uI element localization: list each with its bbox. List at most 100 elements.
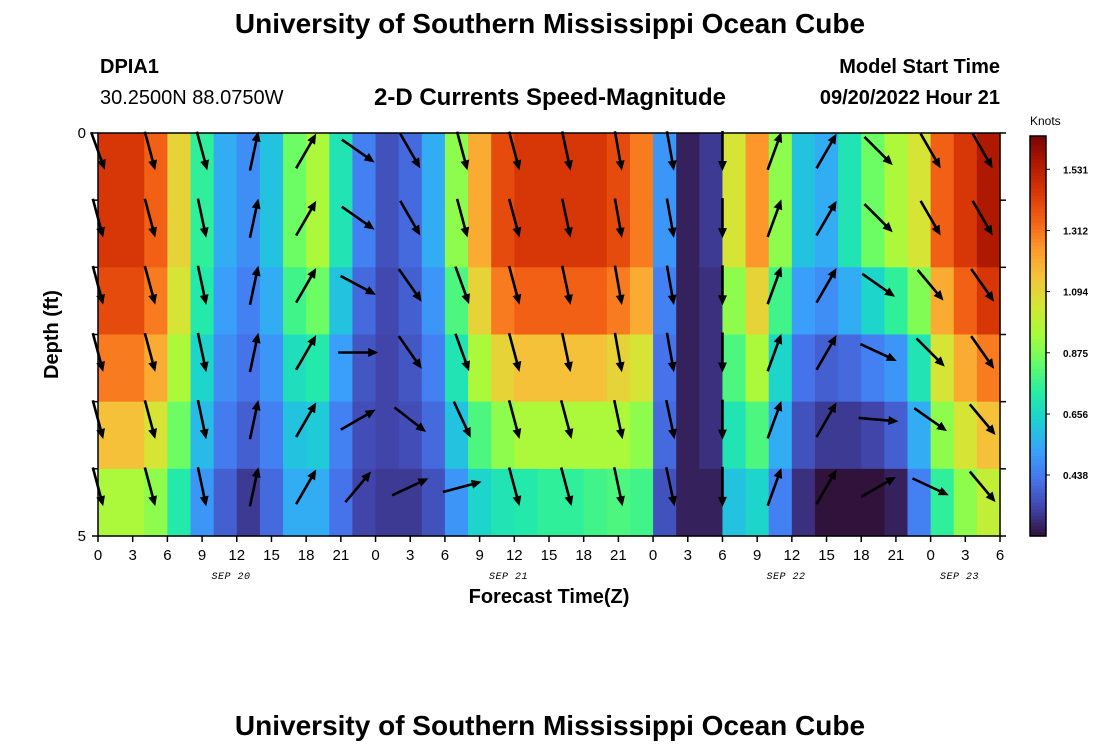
heatmap-cell bbox=[514, 133, 539, 201]
vector-shaft bbox=[664, 467, 675, 501]
current-vector-arrow bbox=[196, 399, 209, 440]
vector-head bbox=[460, 159, 470, 171]
vector-shaft bbox=[970, 268, 992, 298]
heatmap-cell bbox=[537, 267, 562, 336]
vector-head bbox=[717, 362, 727, 373]
current-vector-arrow bbox=[560, 131, 573, 171]
colorbar-segment bbox=[1030, 452, 1046, 457]
x-tick-label: 12 bbox=[506, 547, 523, 564]
date-label: SEP 21 bbox=[489, 572, 528, 583]
colorbar-segment bbox=[1030, 159, 1046, 164]
heatmap-cell bbox=[722, 267, 747, 336]
heatmap-cell bbox=[190, 468, 215, 537]
colorbar-segment bbox=[1030, 156, 1046, 160]
vector-shaft bbox=[248, 405, 259, 440]
x-tick-label: 15 bbox=[541, 547, 558, 564]
heatmap-cell bbox=[306, 133, 330, 201]
current-vector-arrow bbox=[143, 198, 157, 238]
heatmap-cell bbox=[953, 133, 978, 201]
current-vector-arrow bbox=[858, 416, 899, 426]
vector-shaft bbox=[143, 467, 155, 501]
vector-head bbox=[96, 495, 105, 507]
colorbar-segment bbox=[1030, 269, 1046, 274]
heatmap-cell bbox=[676, 133, 700, 201]
colorbar-segment bbox=[1030, 242, 1046, 247]
heatmap-cell bbox=[814, 401, 839, 470]
heatmap-cell bbox=[398, 468, 423, 537]
colorbar-segment bbox=[1030, 182, 1046, 187]
current-vector-arrow bbox=[815, 200, 837, 237]
x-tick-label: 15 bbox=[263, 547, 280, 564]
colorbar-segment bbox=[1030, 479, 1046, 484]
current-vector-arrow bbox=[196, 265, 209, 305]
heatmap-cell bbox=[884, 133, 909, 201]
colorbar-segment bbox=[1030, 486, 1046, 490]
vector-head bbox=[616, 428, 625, 440]
vector-shaft bbox=[968, 470, 993, 499]
current-vector-arrow bbox=[560, 265, 573, 305]
current-vector-arrow bbox=[399, 200, 421, 236]
heatmap-cells bbox=[98, 133, 1001, 537]
current-vector-arrow bbox=[196, 332, 209, 373]
colorbar-segment bbox=[1030, 276, 1046, 280]
current-vector-arrow bbox=[560, 332, 573, 373]
vector-shaft bbox=[507, 400, 520, 434]
vector-shaft bbox=[454, 266, 469, 299]
heatmap-cell bbox=[838, 200, 862, 268]
vector-head bbox=[667, 160, 677, 171]
heatmap-cell bbox=[167, 401, 192, 470]
vector-head bbox=[512, 428, 522, 439]
current-vector-arrow bbox=[613, 131, 625, 171]
current-vector-arrow bbox=[455, 131, 470, 171]
vector-head bbox=[985, 424, 996, 435]
vector-head bbox=[307, 335, 317, 347]
date-label: SEP 23 bbox=[940, 572, 979, 583]
colorbar-segment bbox=[1030, 212, 1046, 217]
colorbar-segment bbox=[1030, 342, 1046, 347]
heatmap-cell bbox=[537, 468, 562, 537]
heatmap-cell bbox=[861, 133, 885, 201]
current-vector-arrow bbox=[338, 348, 379, 357]
vector-head bbox=[827, 402, 837, 414]
vector-head bbox=[148, 428, 157, 439]
colorbar-segment bbox=[1030, 256, 1046, 260]
heatmap-cell bbox=[329, 200, 354, 268]
vector-head bbox=[717, 295, 727, 306]
colorbar-segment bbox=[1030, 279, 1046, 284]
vector-head bbox=[773, 468, 783, 479]
current-vector-arrow bbox=[612, 467, 625, 507]
colorbar-frame bbox=[1029, 135, 1047, 537]
colorbar-segment bbox=[1030, 509, 1046, 514]
current-vector-arrow bbox=[766, 333, 783, 372]
x-tick-label: 21 bbox=[333, 547, 350, 564]
vector-shaft bbox=[91, 467, 103, 501]
colorbar-segment bbox=[1030, 489, 1046, 494]
colorbar-segment bbox=[1030, 172, 1046, 177]
heatmap-cell bbox=[121, 200, 145, 268]
heatmap-cell bbox=[583, 200, 608, 268]
chart-subtitle: 2-D Currents Speed-Magnitude bbox=[373, 84, 727, 111]
current-vector-arrow bbox=[452, 400, 471, 438]
heatmap-cell bbox=[884, 267, 909, 336]
heatmap-cell bbox=[121, 267, 145, 336]
heatmap-cell bbox=[930, 468, 955, 537]
colorbar-segment bbox=[1030, 339, 1046, 344]
x-tick-label: 0 bbox=[926, 547, 934, 564]
vector-shaft bbox=[340, 411, 371, 431]
heatmap-cell bbox=[421, 334, 446, 403]
current-vector-arrow bbox=[442, 479, 482, 494]
current-vector-arrow bbox=[143, 467, 157, 507]
vector-head bbox=[461, 360, 470, 372]
colorbar-segment bbox=[1030, 206, 1046, 210]
colorbar-segment bbox=[1030, 376, 1046, 380]
heatmap-cell bbox=[884, 468, 909, 537]
heatmap-cell bbox=[398, 133, 423, 201]
x-tick-label: 6 bbox=[163, 547, 171, 564]
heatmap-cell bbox=[514, 468, 539, 537]
heatmap-cell bbox=[629, 133, 654, 201]
colorbar-segment bbox=[1030, 392, 1046, 397]
vector-shaft bbox=[91, 198, 103, 233]
heatmap-cell bbox=[976, 401, 1001, 470]
colorbar-segment bbox=[1030, 332, 1046, 337]
current-vector-arrow bbox=[766, 199, 783, 238]
